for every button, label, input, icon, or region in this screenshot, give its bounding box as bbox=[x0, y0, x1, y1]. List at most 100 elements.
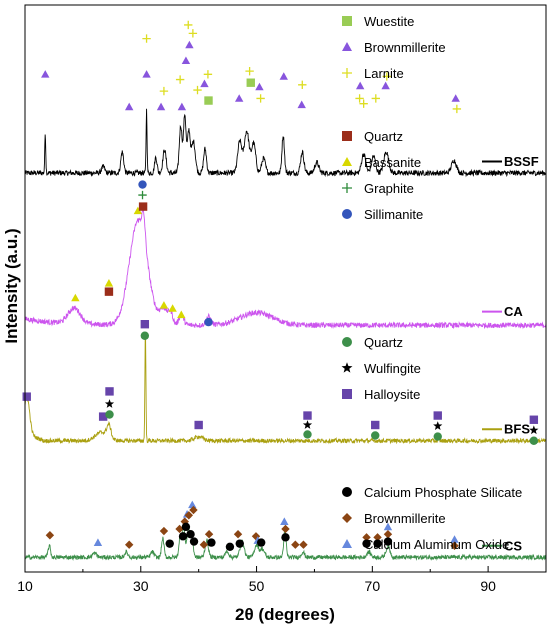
phase-marker-plus bbox=[203, 70, 213, 79]
legend-label: Brownmillerite bbox=[364, 511, 446, 526]
phase-marker-plus bbox=[188, 29, 198, 38]
phase-marker-tri bbox=[185, 40, 194, 49]
phase-marker-dia bbox=[281, 524, 290, 534]
x-tick-label: 90 bbox=[480, 578, 496, 594]
phase-marker-circle-g bbox=[529, 436, 539, 445]
legend-symbol-dia bbox=[342, 513, 352, 523]
phase-marker-circle-k bbox=[235, 539, 244, 548]
legend-symbol-tri bbox=[342, 42, 352, 51]
phase-marker-circle-k bbox=[256, 538, 266, 547]
legend-bssf: Wuestite Brownmillerite Larnite bbox=[342, 14, 446, 81]
markers-bssf bbox=[41, 20, 462, 114]
legend-label: Wulfingite bbox=[364, 361, 421, 376]
phase-marker-circle-b bbox=[204, 317, 213, 327]
phase-marker-tri-b bbox=[383, 522, 393, 531]
series-line-ca bbox=[24, 208, 547, 330]
phase-marker-circle-k bbox=[281, 533, 290, 542]
series-label-ca: CA bbox=[504, 304, 523, 319]
phase-marker-dia bbox=[199, 540, 209, 549]
legend-symbol-sq-red bbox=[342, 131, 352, 141]
series-bfs: BFS bbox=[24, 332, 547, 445]
phase-marker-plus bbox=[159, 86, 169, 96]
phase-marker-tri bbox=[142, 70, 151, 78]
phase-marker-sq-p bbox=[105, 387, 114, 396]
phase-marker-dia bbox=[251, 532, 261, 541]
phase-marker-circle-k bbox=[189, 537, 199, 546]
phase-marker-tri-y bbox=[168, 304, 177, 312]
legend-symbol-circle-g bbox=[342, 337, 352, 347]
phase-marker-dia bbox=[184, 511, 194, 520]
phase-marker-star bbox=[104, 399, 115, 408]
markers-ca bbox=[71, 180, 213, 327]
phase-marker-plus bbox=[371, 94, 381, 103]
y-axis-title: Intensity (a.u.) bbox=[2, 228, 21, 343]
phase-marker-sq-p bbox=[140, 320, 150, 329]
legend-bfs: Quartz Wulfingite Halloysite bbox=[341, 335, 421, 402]
legend-label: Quartz bbox=[364, 129, 403, 144]
phase-marker-circle-k bbox=[165, 539, 174, 548]
series-label-cs: CS bbox=[504, 538, 522, 553]
phase-marker-star bbox=[433, 421, 443, 430]
phase-marker-tri bbox=[297, 100, 306, 109]
legend-cs: Calcium Phosphate Silicate Brownmillerite… bbox=[342, 485, 522, 552]
phase-marker-plus bbox=[245, 66, 254, 76]
phase-marker-tri bbox=[177, 102, 187, 111]
legend-ca: Quartz Bassanite Graphite Sillimanite bbox=[342, 129, 423, 222]
phase-marker-dia bbox=[204, 530, 214, 539]
phase-marker-sq-green bbox=[204, 96, 213, 105]
axis-layer: 10 30 50 70 90 bbox=[17, 566, 547, 594]
phase-marker-dia bbox=[45, 531, 55, 540]
phase-marker-circle-k bbox=[362, 539, 371, 548]
legend-symbol-circle-k bbox=[342, 487, 352, 497]
legend-symbol-sq-p bbox=[342, 389, 352, 399]
phase-marker-sq-p bbox=[98, 412, 108, 421]
phase-marker-sq-p bbox=[433, 411, 442, 420]
marker-layer bbox=[22, 20, 539, 551]
phase-marker-plus bbox=[298, 80, 307, 89]
legend-label: Wuestite bbox=[364, 14, 414, 29]
phase-marker-plus bbox=[452, 104, 462, 114]
phase-marker-star bbox=[302, 420, 313, 429]
phase-marker-dia bbox=[299, 540, 308, 549]
phase-marker-circle-g bbox=[105, 410, 114, 419]
legend-label: Halloysite bbox=[364, 387, 420, 402]
series-label-bfs: BFS bbox=[504, 422, 530, 437]
phase-marker-sq-red bbox=[104, 287, 114, 296]
phase-marker-tri bbox=[451, 94, 460, 102]
phase-marker-plus bbox=[382, 72, 392, 81]
phase-marker-tri bbox=[355, 81, 365, 90]
phase-marker-plus bbox=[256, 94, 265, 103]
phase-marker-tri-b bbox=[450, 535, 459, 543]
phase-marker-tri bbox=[255, 82, 264, 91]
legend-symbol-tri-y bbox=[342, 157, 352, 166]
plot-frame bbox=[24, 4, 547, 573]
legend-label: Quartz bbox=[364, 335, 403, 350]
x-tick-label: 70 bbox=[365, 578, 381, 594]
phase-marker-tri bbox=[279, 72, 288, 80]
phase-marker-tri-b bbox=[188, 500, 197, 509]
legend-label: Larnite bbox=[364, 66, 404, 81]
phase-marker-sq-p bbox=[22, 392, 31, 401]
phase-marker-dia bbox=[125, 540, 134, 549]
phase-marker-circle-k bbox=[373, 539, 382, 548]
series-ca: CA bbox=[24, 208, 547, 330]
x-tick-label: 30 bbox=[133, 578, 149, 594]
phase-marker-circle-k bbox=[225, 542, 235, 551]
phase-marker-tri bbox=[41, 70, 50, 78]
phase-marker-plus bbox=[193, 85, 202, 95]
phase-marker-plus bbox=[142, 34, 151, 43]
phase-marker-dia bbox=[175, 524, 184, 534]
phase-marker-tri-y bbox=[159, 301, 169, 309]
series-label-bssf: BSSF bbox=[504, 154, 539, 169]
series-line-bfs bbox=[24, 332, 547, 445]
phase-marker-tri-b bbox=[280, 517, 289, 525]
phase-marker-dia bbox=[362, 533, 371, 542]
legend-label: Calcium Aluminum Oxide bbox=[364, 537, 509, 552]
phase-marker-dia bbox=[383, 530, 393, 539]
phase-marker-circle-k bbox=[186, 530, 195, 539]
phase-marker-plus bbox=[184, 20, 193, 30]
phase-marker-tri-y bbox=[133, 206, 143, 215]
legend-layer: Wuestite Brownmillerite Larnite Quartz Bassa… bbox=[341, 14, 522, 552]
phase-marker-tri-y bbox=[71, 293, 80, 302]
